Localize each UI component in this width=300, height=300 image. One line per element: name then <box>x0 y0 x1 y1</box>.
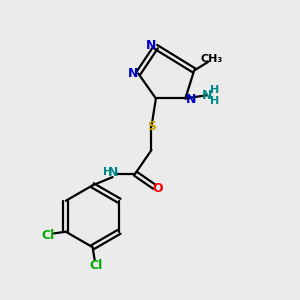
Text: N: N <box>128 67 138 80</box>
Text: H: H <box>210 85 219 94</box>
Text: CH₃: CH₃ <box>201 54 223 64</box>
Text: H: H <box>210 96 219 106</box>
Text: N: N <box>202 89 213 102</box>
Text: O: O <box>153 182 163 195</box>
Text: N: N <box>185 93 196 106</box>
Text: Cl: Cl <box>41 229 54 242</box>
Text: Cl: Cl <box>89 259 102 272</box>
Text: N: N <box>107 166 118 178</box>
Text: H: H <box>103 167 112 177</box>
Text: S: S <box>147 120 156 133</box>
Text: N: N <box>146 39 157 52</box>
